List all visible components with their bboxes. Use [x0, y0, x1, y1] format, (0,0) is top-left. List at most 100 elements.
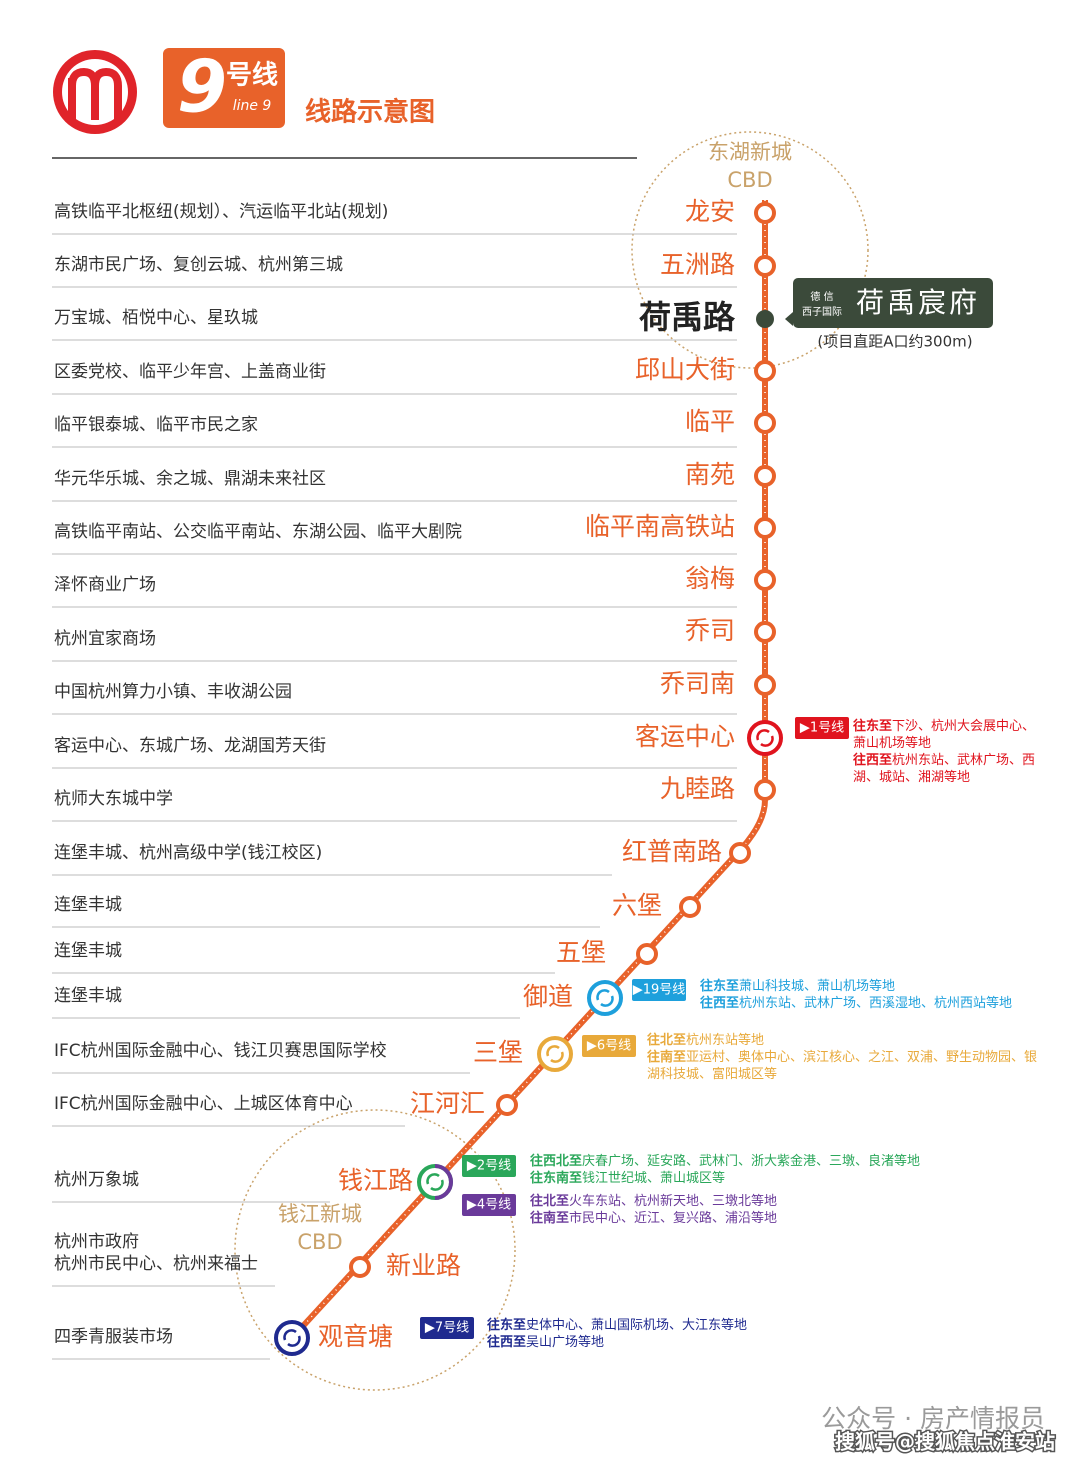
direction: 往西北至 — [530, 1154, 583, 1169]
landmark: 杭师大东城中学 — [54, 789, 173, 809]
transfer-desc: 往北至火车东站、杭州新天地、三墩北等地 往南至市民中心、近江、复兴路、浦沿等地 — [530, 1193, 970, 1227]
station-name: 钱江路 — [338, 1166, 413, 1195]
station-name: 客运中心 — [635, 722, 735, 751]
station-name: 御道 — [523, 982, 573, 1011]
station-name: 乔司 — [685, 616, 735, 645]
transfer-direction: 往南至亚运村、奥体中心、滨江核心、之江、双浦、野生动物园、银湖科技城、富阳城区等 — [647, 1049, 1047, 1083]
station-name: 临平南高铁站 — [585, 512, 735, 541]
destinations: 钱江世纪城、萧山城区等 — [582, 1171, 726, 1186]
landmark: 杭州市民中心、杭州来福士 — [54, 1254, 258, 1274]
transfer-tag — [462, 1194, 516, 1216]
project-name: 荷禹宸府 — [856, 286, 980, 319]
title: 线路示意图 — [305, 97, 435, 128]
station-dot — [754, 674, 776, 696]
direction: 往北至 — [647, 1033, 687, 1048]
transfer-icon — [756, 729, 774, 747]
line-en: line 9 — [233, 98, 272, 114]
project-callout: 德 信 西子国际 荷禹宸府 (项目直距A口约300m) — [785, 278, 993, 351]
destinations: 萧山科技城、萧山机场等地 — [739, 979, 896, 994]
transfer-ring — [587, 980, 623, 1016]
transfer-line: ▶1号线 — [800, 721, 844, 736]
station-dot — [754, 202, 776, 224]
destinations: 杭州东站等地 — [686, 1033, 765, 1048]
transfer-direction: 往西至杭州东站、武林广场、西溪湿地、杭州西站等地 — [700, 995, 1050, 1012]
transfer-icon — [283, 1329, 301, 1347]
developer-bottom: 西子国际 — [802, 306, 842, 318]
transfer-line: ▶19号线 — [633, 983, 686, 998]
transfer-icon — [426, 1173, 444, 1191]
landmark: IFC杭州国际金融中心、上城区体育中心 — [54, 1094, 353, 1114]
station-name: 新业路 — [386, 1251, 461, 1280]
landmark: 临平银泰城、临平市民之家 — [54, 415, 258, 435]
landmark: 客运中心、东城广场、龙湖国芳天街 — [54, 736, 326, 756]
station-name: 邱山大街 — [635, 355, 735, 384]
cbd-area — [631, 131, 869, 369]
station-dot — [754, 517, 776, 539]
landmark: 四季青服装市场 — [54, 1327, 173, 1347]
landmark: 连堡丰城 — [54, 986, 122, 1006]
station-name: 临平 — [685, 407, 735, 436]
transfer-ring — [537, 1036, 573, 1072]
landmark: 连堡丰城 — [54, 895, 122, 915]
transfer-direction: 往西至吴山广场等地 — [487, 1334, 887, 1351]
transfer-line: ▶2号线 — [467, 1159, 511, 1174]
transfer-desc: 往北至杭州东站等地 往南至亚运村、奥体中心、滨江核心、之江、双浦、野生动物园、银湖… — [647, 1032, 1047, 1083]
cbd-name: 钱江新城 — [278, 1202, 362, 1226]
station-name: 南苑 — [685, 460, 735, 489]
transfer-tag — [582, 1035, 636, 1057]
destinations: 下沙、杭州大会展中心、萧山机场等地 — [853, 719, 1036, 751]
destinations: 吴山广场等地 — [526, 1335, 605, 1350]
station-dot — [754, 569, 776, 591]
cbd-area — [234, 1109, 516, 1391]
destinations: 庆春广场、延安路、武林门、浙大紫金港、三墩、良渚等地 — [582, 1154, 921, 1169]
station-name: 九睦路 — [660, 774, 735, 803]
transfer-ring — [434, 1164, 453, 1200]
station-name: 观音塘 — [318, 1322, 393, 1351]
transfer-direction: 往东至下沙、杭州大会展中心、萧山机场等地 — [853, 718, 1048, 752]
line-badge — [163, 48, 285, 128]
transfer-icon — [546, 1045, 564, 1063]
transfer-tag — [795, 717, 849, 739]
station-name: 江河汇 — [410, 1089, 485, 1118]
station-dot — [754, 360, 776, 382]
direction: 往南至 — [530, 1211, 570, 1226]
landmark: 东湖市民广场、复创云城、杭州第三城 — [54, 255, 343, 275]
landmark: 区委党校、临平少年宫、上盖商业街 — [54, 362, 326, 382]
transfer-tag — [632, 979, 686, 1001]
station-dot — [754, 412, 776, 434]
watermark-source: 搜狐号@搜狐焦点淮安站 — [835, 1430, 1055, 1454]
station-dot — [756, 310, 774, 328]
transfer-ring — [274, 1320, 310, 1356]
station-name: 翁梅 — [685, 564, 735, 593]
station-name: 五洲路 — [660, 250, 735, 279]
direction: 往东南至 — [530, 1171, 583, 1186]
station-dot — [754, 621, 776, 643]
direction: 往西至 — [700, 996, 740, 1011]
landmark: 连堡丰城、杭州高级中学(钱江校区) — [54, 843, 322, 863]
transfer-direction: 往西北至庆春广场、延安路、武林门、浙大紫金港、三墩、良渚等地 — [530, 1153, 970, 1170]
landmark: 万宝城、栢悦中心、星玖城 — [54, 308, 258, 328]
station-name: 乔司南 — [660, 669, 735, 698]
landmark: 杭州市政府 — [54, 1232, 139, 1252]
station-name: 六堡 — [612, 891, 662, 920]
direction: 往北至 — [530, 1194, 570, 1209]
transfer-direction: 往东至史体中心、萧山国际机场、大江东等地 — [487, 1317, 887, 1334]
transfer-desc: 往东至下沙、杭州大会展中心、萧山机场等地 往西至杭州东站、武林广场、西湖、城站、湘… — [853, 718, 1048, 786]
cbd-sub: CBD — [727, 168, 772, 192]
metro-logo — [53, 50, 137, 134]
transfer-desc: 往东至萧山科技城、萧山机场等地 往西至杭州东站、武林广场、西溪湿地、杭州西站等地 — [700, 978, 1050, 1012]
transfer-tag — [462, 1155, 516, 1177]
station-dot — [496, 1094, 518, 1116]
landmark: 泽怀商业广场 — [54, 575, 156, 595]
watermark-account: 公众号 · 房产情报员 — [821, 1404, 1045, 1433]
cbd-sub: CBD — [297, 1230, 342, 1254]
transfer-line: ▶4号线 — [467, 1198, 511, 1213]
landmark: 连堡丰城 — [54, 941, 122, 961]
station-name: 荷禹路 — [639, 298, 736, 336]
landmark: 中国杭州算力小镇、丰收湖公园 — [54, 682, 292, 702]
direction: 往西至 — [853, 753, 893, 768]
station-dot — [349, 1256, 371, 1278]
station-name: 龙安 — [685, 197, 735, 226]
